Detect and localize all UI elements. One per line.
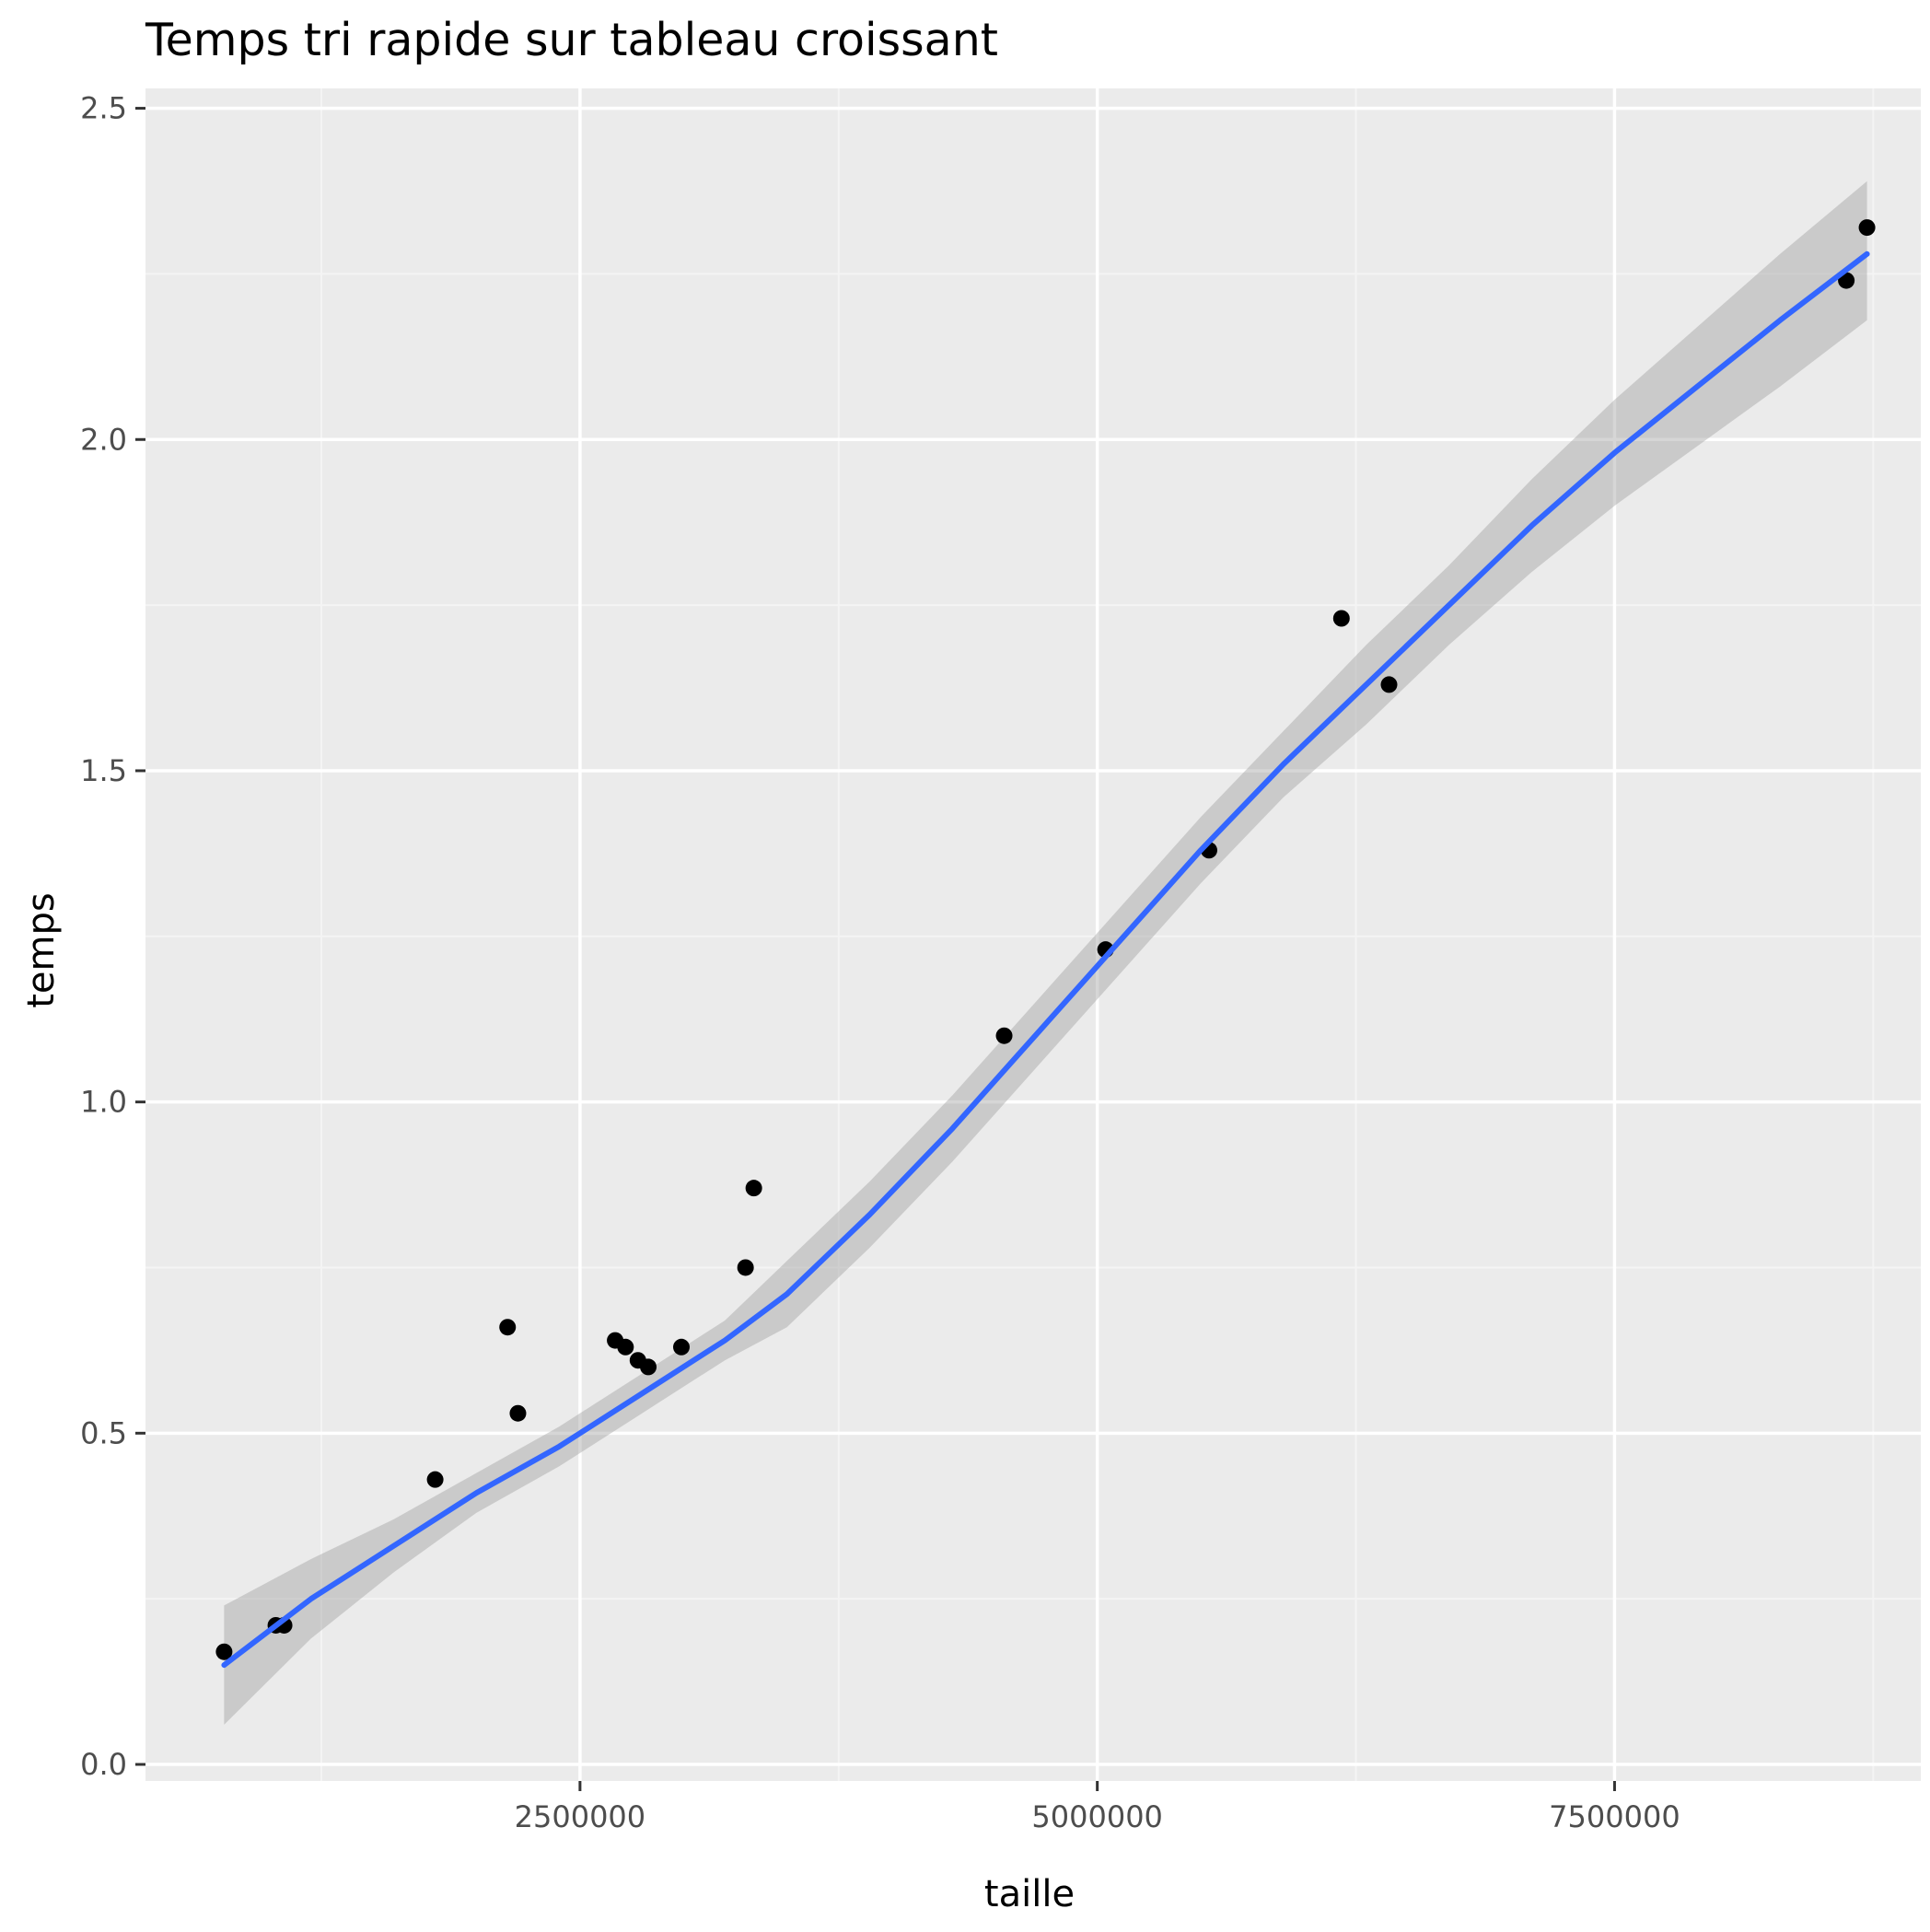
data-point [215, 1643, 233, 1660]
y-tick-label: 1.5 [80, 753, 127, 788]
data-point [737, 1259, 754, 1276]
x-tick-label: 2500000 [515, 1799, 646, 1834]
data-point [1332, 610, 1350, 627]
chart-title: Temps tri rapide sur tableau croissant [145, 14, 998, 66]
data-point [995, 1027, 1013, 1044]
smooth-line [221, 250, 1870, 1669]
plot-panel [145, 88, 1921, 1781]
x-axis: 2500000 5000000 7500000 [515, 1781, 1680, 1834]
data-point [745, 1180, 762, 1197]
data-point [499, 1319, 517, 1336]
grid-lines [145, 88, 1921, 1781]
x-tick-label: 5000000 [1031, 1799, 1163, 1834]
y-tick-label: 2.0 [80, 422, 127, 457]
y-axis-title: temps [20, 892, 63, 1008]
y-axis: 0.0 0.5 1.0 1.5 2.0 2.5 [80, 91, 145, 1782]
x-axis-title: taille [984, 1873, 1075, 1915]
y-tick-label: 0.0 [80, 1747, 127, 1782]
x-tick-label: 7500000 [1549, 1799, 1680, 1834]
data-point [640, 1358, 657, 1376]
y-tick-label: 0.5 [80, 1415, 127, 1450]
data-point [1858, 219, 1876, 237]
data-point [617, 1338, 634, 1356]
data-point [426, 1471, 444, 1488]
data-point [672, 1338, 690, 1356]
data-point [509, 1404, 527, 1422]
y-tick-label: 1.0 [80, 1085, 127, 1120]
data-point [1380, 676, 1398, 693]
confidence-ribbon [224, 180, 1867, 1725]
y-tick-label: 2.5 [80, 91, 127, 126]
